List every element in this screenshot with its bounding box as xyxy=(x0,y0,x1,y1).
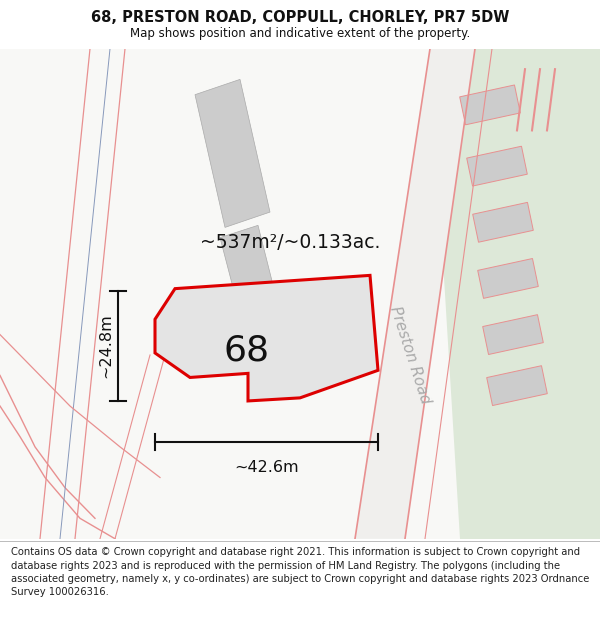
Polygon shape xyxy=(483,314,543,354)
Polygon shape xyxy=(430,49,600,539)
Text: Preston Road: Preston Road xyxy=(387,304,433,406)
Text: 68: 68 xyxy=(223,334,269,367)
Polygon shape xyxy=(155,276,378,401)
Text: 68, PRESTON ROAD, COPPULL, CHORLEY, PR7 5DW: 68, PRESTON ROAD, COPPULL, CHORLEY, PR7 … xyxy=(91,10,509,25)
Text: ~537m²/~0.133ac.: ~537m²/~0.133ac. xyxy=(200,233,380,253)
Polygon shape xyxy=(355,49,475,539)
Text: ~42.6m: ~42.6m xyxy=(234,460,299,475)
Polygon shape xyxy=(460,85,520,125)
Text: ~24.8m: ~24.8m xyxy=(98,314,113,378)
Polygon shape xyxy=(467,146,527,186)
Text: Map shows position and indicative extent of the property.: Map shows position and indicative extent… xyxy=(130,27,470,40)
Polygon shape xyxy=(478,259,538,298)
Text: Contains OS data © Crown copyright and database right 2021. This information is : Contains OS data © Crown copyright and d… xyxy=(11,548,589,597)
Polygon shape xyxy=(0,49,600,539)
Polygon shape xyxy=(195,79,270,228)
Polygon shape xyxy=(473,202,533,242)
Polygon shape xyxy=(487,366,547,406)
Polygon shape xyxy=(220,226,285,345)
